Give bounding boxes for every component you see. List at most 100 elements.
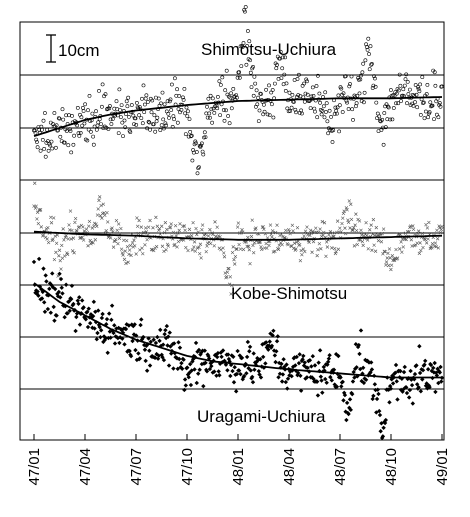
data-point [311,239,316,244]
data-point [86,306,91,311]
data-point [369,62,374,66]
data-point [95,330,100,336]
data-point [411,224,415,228]
data-point [97,198,101,203]
data-point [397,232,401,237]
data-point [314,226,318,230]
data-point [342,209,346,213]
data-point [324,101,329,106]
data-point [215,225,219,229]
trend-lines [33,96,443,379]
data-point [233,262,237,266]
data-point [370,396,375,402]
data-point [406,92,411,96]
data-point [227,121,232,126]
data-point [322,230,326,235]
data-point [360,70,365,75]
data-point [312,363,318,368]
data-point [314,84,319,88]
data-point [133,116,138,121]
data-point [345,208,349,212]
data-point [99,203,103,208]
data-point [403,231,408,235]
data-point [351,228,355,232]
data-point [162,331,167,337]
data-point [123,326,129,332]
data-point [242,373,247,379]
data-point [81,106,85,110]
data-point [175,245,179,249]
data-point [358,328,364,333]
data-point [76,301,81,306]
data-point [75,298,80,303]
data-point [128,130,133,135]
data-point [302,360,307,365]
data-point [324,380,329,385]
data-point [403,77,408,82]
data-point [129,322,135,327]
data-point [108,236,113,240]
data-point [81,238,86,242]
data-point [42,146,47,151]
data-point [236,368,242,373]
data-point [207,366,213,372]
data-point [298,373,303,378]
data-point [380,231,384,236]
data-point [304,375,310,380]
data-point [301,247,306,251]
data-point [414,92,419,97]
data-point [105,350,110,355]
data-point [111,245,116,249]
data-point [45,237,49,241]
data-point [350,107,355,112]
data-point [190,158,195,163]
data-point [88,320,93,326]
data-point [203,135,208,140]
data-point [436,115,441,120]
data-point [240,228,244,232]
scale-bar-label: 10cm [58,41,100,60]
data-point [151,122,156,127]
data-point [434,373,440,378]
data-point [251,93,256,98]
data-point [367,67,372,72]
x-tick-label: 47/04 [77,448,94,486]
data-point [214,103,219,108]
data-point [388,386,394,391]
data-point [375,116,379,121]
data-point [139,225,144,229]
data-point [97,195,102,199]
data-point [102,211,106,215]
data-point [234,93,239,98]
data-point [110,226,114,230]
data-point [219,354,224,359]
data-point [427,110,432,115]
data-point [94,127,99,132]
data-point [372,76,377,81]
data-point [394,247,398,252]
data-point [262,227,266,232]
data-point [319,378,324,383]
data-point [383,125,388,130]
data-point [64,233,68,238]
data-point [35,289,40,294]
x-tick-label: 47/10 [179,448,196,486]
data-point [242,363,248,368]
data-point [209,363,214,369]
data-point [224,68,229,73]
data-point [439,227,443,232]
data-point [171,230,176,235]
data-point [207,111,212,116]
data-point [280,66,285,71]
data-point [351,118,355,122]
data-point [296,370,301,376]
data-point [395,256,400,260]
data-point [186,248,190,253]
data-point [103,336,108,341]
data-point [430,246,434,250]
data-point [349,74,354,79]
data-point [75,106,80,110]
data-point [191,220,195,225]
data-point [344,206,349,210]
data-point [265,246,269,250]
